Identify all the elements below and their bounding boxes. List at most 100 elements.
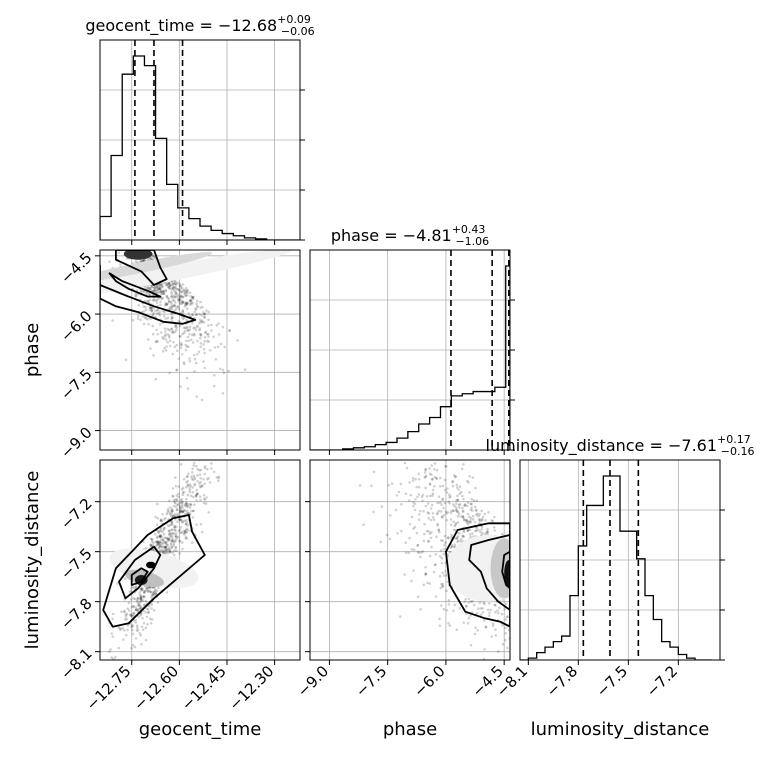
scatter-point (189, 298, 193, 302)
scatter-point (412, 527, 415, 530)
scatter-point (200, 398, 204, 402)
scatter-point (174, 296, 177, 299)
scatter-point (202, 445, 205, 448)
scatter-point (446, 445, 449, 448)
scatter-point (417, 485, 421, 489)
scatter-point (178, 508, 182, 512)
scatter-point (198, 313, 201, 316)
scatter-point (199, 306, 202, 309)
scatter-point (175, 349, 179, 353)
scatter-point (160, 297, 164, 301)
scatter-point (163, 536, 166, 539)
scatter-point (184, 343, 187, 347)
scatter-point (202, 497, 206, 501)
scatter-point (196, 299, 199, 303)
scatter-point (413, 525, 417, 529)
scatter-point (193, 310, 197, 314)
scatter-point (471, 518, 475, 521)
scatter-point (207, 318, 210, 322)
scatter-point (173, 526, 176, 530)
scatter-point (139, 587, 143, 591)
scatter-point (228, 417, 231, 420)
scatter-point (181, 301, 185, 305)
scatter-point (188, 299, 192, 302)
scatter-point (494, 611, 497, 614)
scatter-point (176, 281, 179, 285)
scatter-point (155, 285, 158, 288)
scatter-point (511, 600, 514, 603)
scatter-point (476, 629, 480, 632)
scatter-point (151, 324, 154, 328)
scatter-point (415, 426, 418, 429)
scatter-point (213, 346, 217, 349)
scatter-point (138, 596, 142, 599)
scatter-point (471, 509, 474, 512)
scatter-point (132, 597, 135, 600)
scatter-point (215, 323, 219, 327)
scatter-point (478, 601, 482, 605)
scatter-point (448, 502, 452, 505)
scatter-point (150, 540, 154, 543)
scatter-point (185, 303, 189, 307)
scatter-point (139, 600, 142, 603)
scatter-point (150, 607, 153, 610)
panel-2d-luminosity_distance-vs-geocent_time (102, 395, 239, 660)
scatter-point (144, 599, 148, 603)
scatter-point (191, 516, 195, 519)
scatter-point (148, 292, 151, 296)
scatter-point (223, 441, 226, 444)
scatter-point (404, 541, 408, 544)
scatter-point (458, 503, 462, 506)
scatter-point (167, 509, 170, 513)
scatter-point (117, 626, 121, 629)
scatter-point (168, 550, 172, 554)
scatter-point (408, 499, 411, 502)
scatter-point (428, 554, 432, 558)
scatter-point (150, 289, 154, 293)
scatter-point (148, 587, 152, 590)
scatter-point (430, 464, 434, 467)
scatter-point (167, 285, 170, 289)
scatter-point (190, 477, 194, 480)
scatter-point (484, 625, 488, 629)
scatter-point (135, 289, 139, 292)
scatter-point (178, 324, 182, 328)
scatter-point (504, 626, 507, 630)
scatter-point (464, 598, 468, 601)
scatter-point (172, 285, 175, 289)
scatter-point (184, 528, 188, 532)
scatter-point (164, 545, 168, 549)
scatter-point (139, 597, 142, 601)
scatter-point (198, 336, 202, 340)
scatter-point (136, 314, 140, 318)
scatter-point (407, 551, 411, 555)
scatter-point (444, 488, 447, 492)
scatter-point (416, 544, 420, 547)
scatter-point (236, 395, 239, 398)
scatter-point (159, 300, 162, 304)
scatter-point (397, 490, 401, 494)
scatter-point (108, 650, 111, 653)
scatter-point (111, 617, 114, 621)
scatter-point (465, 605, 468, 608)
scatter-point (177, 298, 180, 302)
title-upper-error: +0.17 (717, 433, 751, 446)
scatter-point (504, 602, 508, 606)
scatter-point (194, 307, 197, 310)
scatter-point (512, 609, 515, 612)
scatter-point (171, 296, 174, 300)
scatter-point (440, 561, 444, 565)
scatter-point (429, 407, 432, 410)
scatter-point (212, 384, 216, 388)
scatter-point (174, 546, 177, 550)
scatter-point (468, 528, 472, 531)
scatter-point (486, 530, 490, 534)
scatter-point (141, 244, 144, 247)
scatter-point (172, 514, 175, 518)
scatter-point (158, 529, 161, 533)
scatter-point (155, 299, 159, 302)
scatter-point (196, 324, 199, 328)
scatter-point (473, 632, 477, 636)
scatter-point (186, 307, 189, 311)
scatter-point (157, 541, 160, 544)
